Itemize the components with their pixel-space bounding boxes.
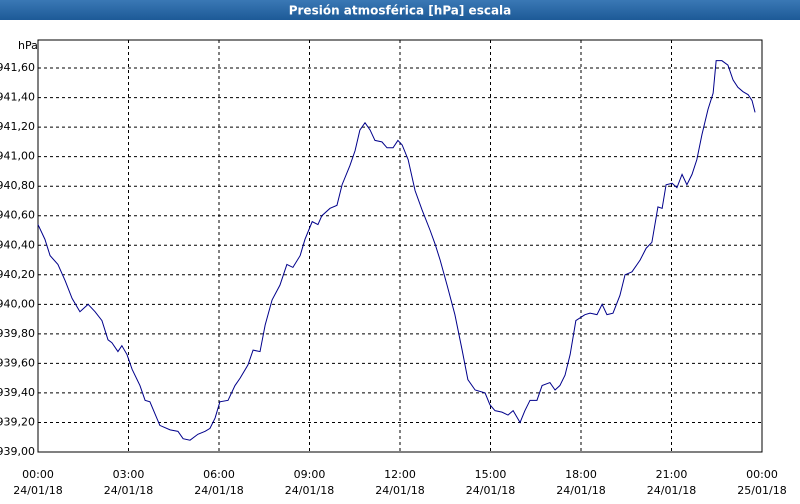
y-tick-label: 941,60 bbox=[0, 61, 35, 74]
x-tick-date: 24/01/18 bbox=[647, 484, 696, 497]
x-tick-date: 24/01/18 bbox=[285, 484, 334, 497]
y-tick-label: 940,80 bbox=[0, 179, 35, 192]
y-tick-label: 941,00 bbox=[0, 150, 35, 163]
y-tick-label: 939,00 bbox=[0, 445, 35, 458]
x-tick-date: 24/01/18 bbox=[13, 484, 62, 497]
y-tick-label: 939,20 bbox=[0, 415, 35, 428]
y-tick-label: 940,00 bbox=[0, 297, 35, 310]
x-tick-label: 09:00 bbox=[294, 468, 326, 481]
x-tick-date: 24/01/18 bbox=[375, 484, 424, 497]
x-tick-label: 18:00 bbox=[565, 468, 597, 481]
y-tick-label: 939,40 bbox=[0, 386, 35, 399]
x-tick-date: 24/01/18 bbox=[104, 484, 153, 497]
x-tick-label: 12:00 bbox=[384, 468, 416, 481]
x-tick-date: 24/01/18 bbox=[466, 484, 515, 497]
x-tick-label: 00:00 bbox=[746, 468, 778, 481]
x-tick-date: 24/01/18 bbox=[194, 484, 243, 497]
data-line bbox=[37, 60, 756, 441]
x-tick-label: 00:00 bbox=[22, 468, 54, 481]
y-tick-label: 939,60 bbox=[0, 356, 35, 369]
y-tick-label: 941,40 bbox=[0, 91, 35, 104]
y-tick-label: 939,80 bbox=[0, 327, 35, 340]
x-tick-label: 15:00 bbox=[475, 468, 507, 481]
y-axis-label: hPa bbox=[18, 39, 38, 52]
x-tick-label: 03:00 bbox=[113, 468, 145, 481]
x-tick-label: 06:00 bbox=[203, 468, 235, 481]
x-tick-date: 25/01/18 bbox=[737, 484, 786, 497]
x-tick-date: 24/01/18 bbox=[556, 484, 605, 497]
chart-title: Presión atmosférica [hPa] escala bbox=[289, 4, 512, 18]
y-tick-label: 941,20 bbox=[0, 120, 35, 133]
y-tick-label: 940,20 bbox=[0, 268, 35, 281]
x-tick-label: 21:00 bbox=[656, 468, 688, 481]
y-tick-label: 940,40 bbox=[0, 238, 35, 251]
y-tick-label: 940,60 bbox=[0, 209, 35, 222]
title-bar bbox=[0, 0, 800, 20]
